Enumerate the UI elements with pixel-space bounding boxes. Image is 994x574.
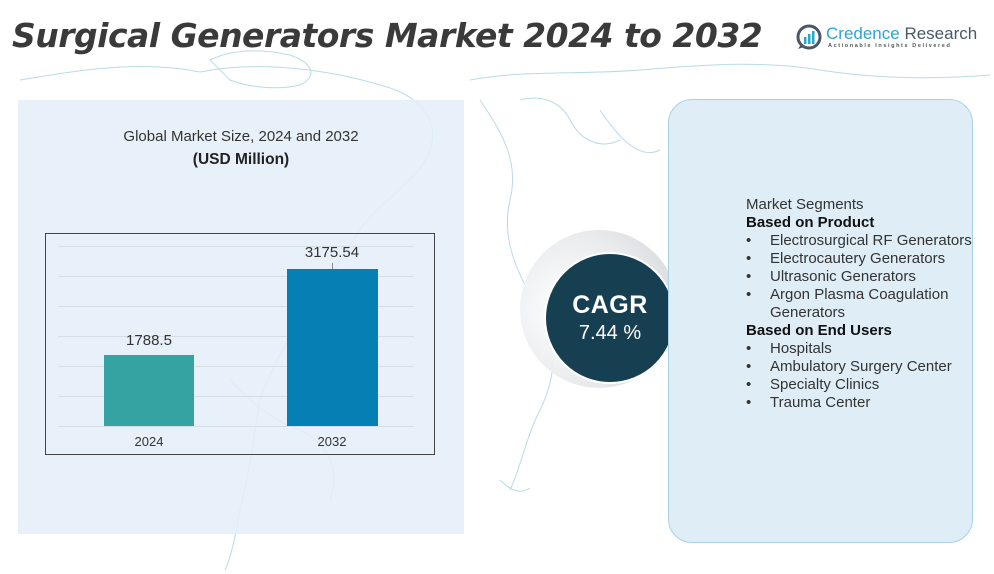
segment-item: • Trauma Center — [746, 394, 871, 411]
bullet-icon: • — [746, 340, 752, 357]
cagr-badge: CAGR 7.44 % — [544, 252, 676, 384]
gridline — [58, 276, 414, 277]
bullet-icon: • — [746, 376, 752, 393]
x-label-2024: 2024 — [134, 434, 164, 449]
cagr-value: 7.44 % — [578, 322, 642, 344]
logo-tagline: Actionable Insights Delivered — [828, 43, 952, 49]
logo-name-part2: Research — [904, 24, 978, 43]
market-segments: Market Segments Based on Product • Electr… — [746, 196, 981, 412]
segment-item: • Ultrasonic Generators — [746, 268, 916, 285]
segment-item: • Ambulatory Surgery Center — [746, 358, 952, 375]
label-leader-line — [332, 263, 333, 269]
bullet-icon: • — [746, 232, 752, 249]
segment-item: • Specialty Clinics — [746, 376, 880, 393]
bar-value-2024: 1788.5 — [126, 332, 172, 349]
credence-research-logo: Credence Research Actionable Insights De… — [796, 24, 977, 50]
bar-value-2032: 3175.54 — [304, 244, 360, 261]
bullet-icon: • — [746, 286, 752, 303]
bar-chart: 1788.5 2024 3175.54 2032 — [45, 233, 435, 455]
segment-item: • Argon Plasma Coagulation Generators — [746, 286, 949, 321]
x-label-2032: 2032 — [317, 434, 347, 449]
bullet-icon: • — [746, 268, 752, 285]
gridline — [58, 366, 414, 367]
cagr-label: CAGR — [572, 291, 648, 319]
gridline — [58, 306, 414, 307]
bullet-icon: • — [746, 358, 752, 375]
chart-unit: (USD Million) — [192, 151, 290, 168]
segment-item: • Hospitals — [746, 340, 832, 357]
bullet-icon: • — [746, 250, 752, 267]
segments-heading: Market Segments — [746, 196, 864, 213]
segments-panel — [668, 99, 973, 543]
page-title: Surgical Generators Market 2024 to 2032 — [12, 16, 763, 55]
bar-chart-bubble-icon — [796, 24, 822, 50]
segment-item: • Electrocautery Generators — [746, 250, 946, 267]
logo-name-part1: Credence — [826, 24, 900, 43]
market-size-panel — [18, 100, 464, 534]
segment-group-title: Based on End Users — [746, 322, 892, 339]
bullet-icon: • — [746, 394, 752, 411]
chart-title: Global Market Size, 2024 and 2032 — [123, 128, 359, 145]
bar-2024 — [104, 355, 194, 426]
segment-item: • Electrosurgical RF Generators — [746, 232, 972, 249]
gridline — [58, 426, 414, 427]
gridline — [58, 336, 414, 337]
segment-group-title: Based on Product — [746, 214, 875, 231]
gridline — [58, 246, 414, 247]
bar-2032 — [287, 269, 378, 426]
gridline — [58, 396, 414, 397]
